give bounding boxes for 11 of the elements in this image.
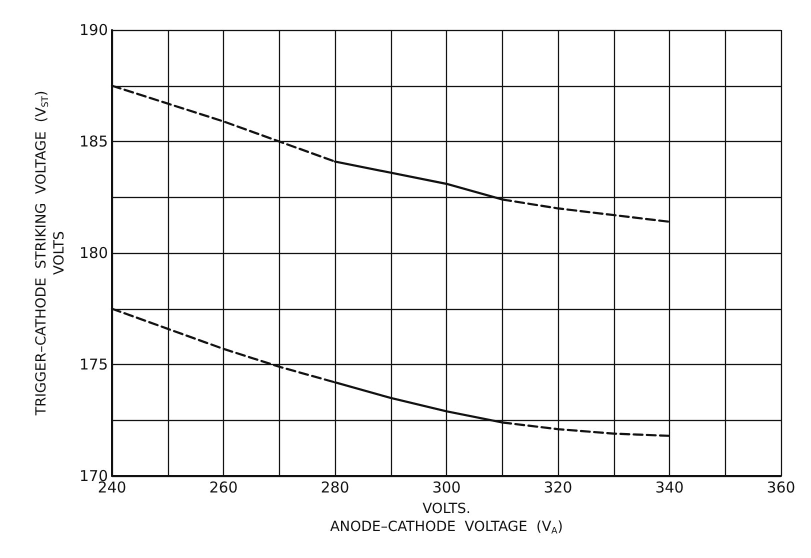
y-tick-label: 185: [79, 132, 108, 150]
text: TRIGGER–CATHODE STRIKING VOLTAGE (VST) VOLTS: [33, 90, 68, 416]
x-tick-label: 300: [432, 478, 461, 496]
y-tick-label: 180: [79, 244, 108, 262]
y-tick-label: 190: [79, 21, 108, 39]
x-tick-label: 260: [209, 478, 238, 496]
x-tick-label: 280: [320, 478, 350, 496]
y-tick-label: 175: [79, 356, 108, 374]
x-tick-label: 340: [655, 478, 684, 496]
x-tick-label: 320: [544, 478, 572, 496]
x-tick-label: 360: [766, 478, 796, 496]
